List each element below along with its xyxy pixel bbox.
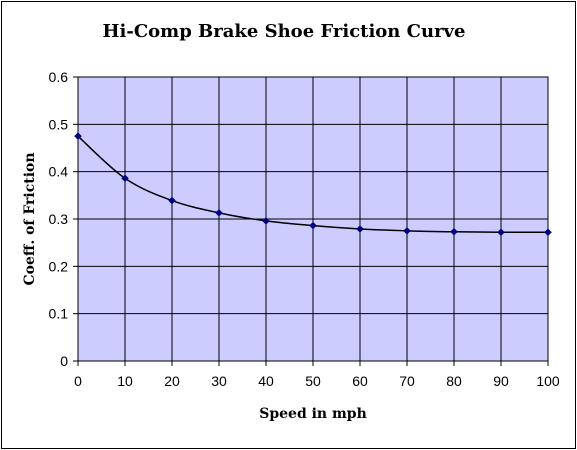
- data-point: [262, 217, 270, 225]
- y-tick-label: 0.4: [49, 164, 69, 180]
- chart-title: Hi-Comp Brake Shoe Friction Curve: [103, 21, 466, 42]
- y-tick-label: 0: [60, 353, 68, 369]
- x-tick-label: 100: [536, 373, 560, 389]
- tick-labels: 0 10 20 30 40 50 60 70 80 90 100 0 0.1 0.2 0.3 0.4 0.5 0.…: [49, 69, 560, 389]
- data-point: [356, 225, 364, 233]
- x-tick-label: 40: [258, 373, 274, 389]
- x-tick-label: 20: [164, 373, 180, 389]
- data-point: [215, 208, 223, 217]
- y-tick-label: 0.5: [49, 116, 69, 132]
- x-tick-label: 0: [74, 373, 82, 389]
- x-tick-label: 60: [352, 373, 368, 389]
- x-tick-label: 80: [446, 373, 462, 389]
- data-point: [309, 221, 317, 230]
- series-group: [74, 132, 552, 237]
- x-tick-label: 70: [399, 373, 415, 389]
- x-axis-title: Speed in mph: [259, 406, 367, 422]
- grid-lines: [73, 76, 549, 366]
- data-point: [450, 227, 458, 236]
- y-tick-label: 0.2: [49, 258, 69, 274]
- y-tick-label: 0.1: [49, 306, 69, 322]
- x-tick-label: 90: [493, 373, 509, 389]
- x-tick-label: 50: [305, 373, 321, 389]
- data-point: [168, 196, 176, 205]
- data-point: [403, 226, 411, 235]
- data-point: [74, 132, 82, 141]
- data-point: [121, 174, 129, 183]
- data-point: [544, 228, 552, 237]
- y-tick-label: 0.6: [49, 69, 69, 85]
- x-tick-label: 10: [117, 373, 133, 389]
- y-tick-label: 0.3: [49, 211, 69, 227]
- x-tick-label: 30: [211, 373, 227, 389]
- data-point: [497, 228, 505, 237]
- y-axis-title: Coeff. of Friction: [22, 152, 38, 285]
